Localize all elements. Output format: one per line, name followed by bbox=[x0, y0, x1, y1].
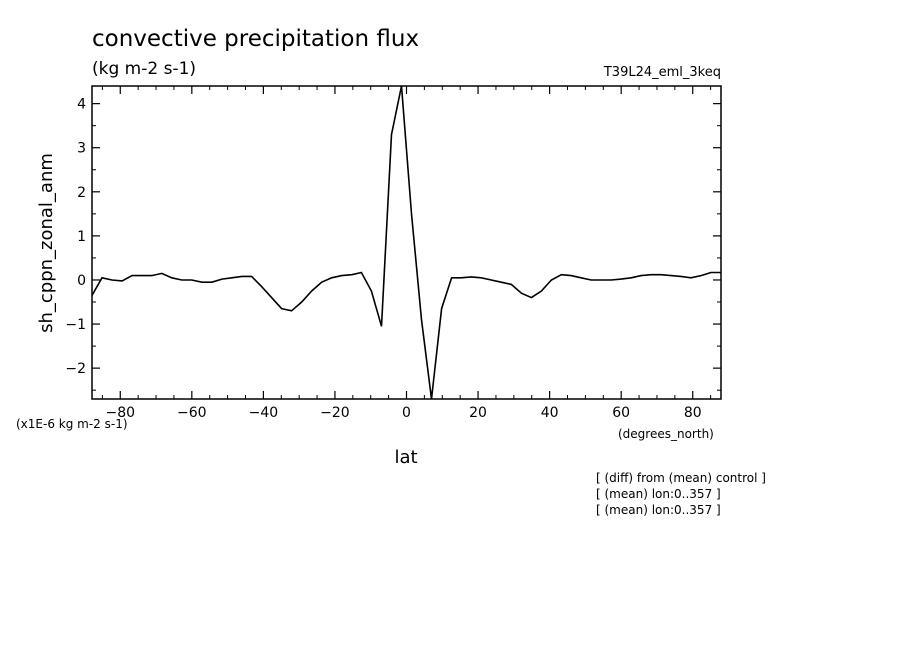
x-tick-label: 60 bbox=[612, 405, 630, 421]
y-tick-label: −2 bbox=[65, 361, 86, 377]
x-tick-label: −20 bbox=[320, 405, 350, 421]
y-tick-label: 0 bbox=[77, 273, 86, 289]
x-tick-label: 0 bbox=[402, 405, 411, 421]
x-tick-label: 40 bbox=[541, 405, 559, 421]
note-line-1: [ (diff) from (mean) control ] bbox=[596, 471, 766, 485]
y-tick-label: 1 bbox=[77, 229, 86, 245]
chart-title: convective precipitation flux bbox=[92, 26, 419, 52]
x-axis-label: lat bbox=[394, 447, 417, 468]
y-tick-label: 3 bbox=[77, 141, 86, 157]
y-ticks: −2 −1 0 1 2 3 4 bbox=[65, 97, 721, 391]
chart-subtitle: (kg m-2 s-1) bbox=[92, 59, 196, 79]
plot-area: −80 −60 −40 −20 0 20 40 60 80 −2 −1 0 1 2 3 4 bbox=[65, 85, 722, 421]
y-tick-label: 4 bbox=[77, 97, 86, 113]
note-line-3: [ (mean) lon:0..357 ] bbox=[596, 503, 721, 517]
plot-frame bbox=[91, 85, 722, 400]
x-tick-label: −40 bbox=[249, 405, 279, 421]
x-units-label: (degrees_north) bbox=[618, 427, 714, 441]
x-tick-label: 80 bbox=[684, 405, 702, 421]
y-tick-label: 2 bbox=[77, 185, 86, 201]
x-tick-label: 20 bbox=[469, 405, 487, 421]
note-line-2: [ (mean) lon:0..357 ] bbox=[596, 487, 721, 501]
y-axis-label: sh_cppn_zonal_anm bbox=[36, 153, 57, 333]
series-line bbox=[91, 85, 721, 400]
run-label: T39L24_eml_3keq bbox=[603, 65, 721, 80]
x-tick-label: −60 bbox=[177, 405, 207, 421]
y-units-label: (x1E-6 kg m-2 s-1) bbox=[16, 417, 128, 431]
x-tick-label: −80 bbox=[105, 405, 135, 421]
x-ticks: −80 −60 −40 −20 0 20 40 60 80 bbox=[101, 86, 712, 421]
y-tick-label: −1 bbox=[65, 317, 86, 333]
